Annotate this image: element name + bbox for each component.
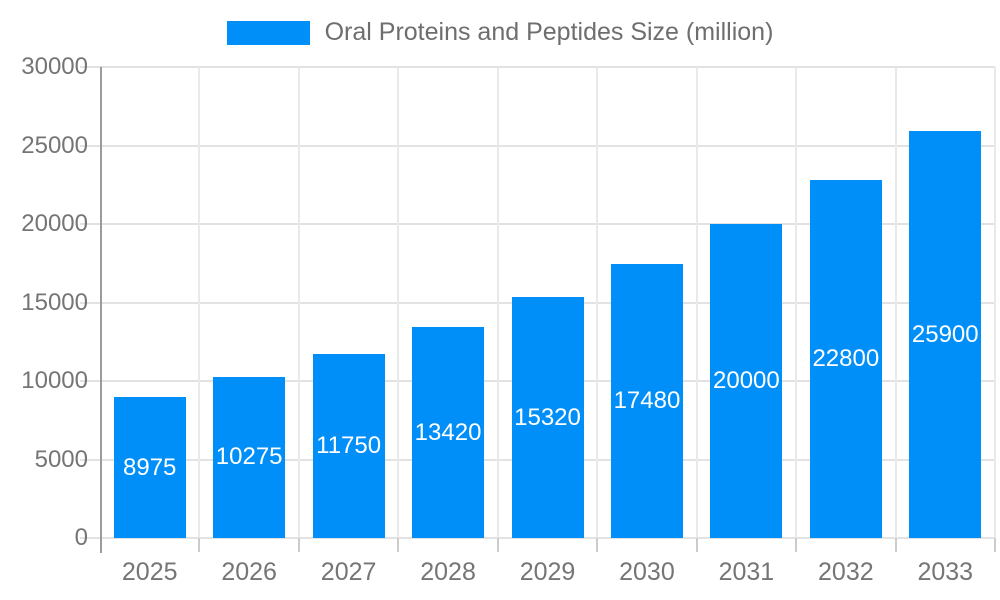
gridline-x-5 bbox=[596, 67, 599, 538]
bar-2030[interactable]: 17480 bbox=[610, 263, 683, 538]
x-axis-label-2025: 2025 bbox=[121, 558, 178, 586]
x-axis-label-2026: 2026 bbox=[221, 558, 277, 586]
x-axis-label-2033: 2033 bbox=[917, 558, 974, 586]
y-tick-30000 bbox=[80, 66, 100, 68]
gridline-x-9 bbox=[994, 67, 996, 538]
bar-value-label: 15320 bbox=[514, 403, 581, 431]
legend-item[interactable]: Oral Proteins and Peptides Size (million… bbox=[0, 18, 1000, 47]
y-axis-label: 30000 bbox=[21, 53, 88, 80]
x-axis-label-2027: 2027 bbox=[320, 558, 377, 586]
y-axis-label: 10000 bbox=[21, 367, 88, 394]
y-axis-label: 15000 bbox=[21, 288, 88, 316]
y-axis-label: 5000 bbox=[34, 445, 88, 473]
x-axis-label-2030: 2030 bbox=[619, 558, 675, 586]
gridline-x-3 bbox=[397, 67, 400, 538]
x-tick-4 bbox=[496, 538, 499, 552]
x-tick-6 bbox=[695, 538, 698, 552]
bar-value-label: 20000 bbox=[713, 367, 780, 394]
bar-2025[interactable]: 8975 bbox=[113, 397, 186, 538]
gridline-x-8 bbox=[894, 67, 897, 538]
bar-2028[interactable]: 13420 bbox=[412, 327, 485, 538]
x-tick-2 bbox=[297, 538, 300, 552]
x-axis-label-2031: 2031 bbox=[718, 558, 775, 586]
bar-value-label: 17480 bbox=[613, 386, 681, 414]
x-tick-8 bbox=[894, 538, 897, 552]
bar-2026[interactable]: 10275 bbox=[213, 376, 286, 538]
x-tick-1 bbox=[198, 538, 201, 552]
x-tick-9 bbox=[994, 538, 996, 552]
gridline-x-2 bbox=[297, 67, 300, 538]
x-axis-label-2032: 2032 bbox=[818, 558, 874, 586]
bar-value-label: 22800 bbox=[812, 345, 880, 373]
gridline-x-6 bbox=[695, 67, 698, 538]
bar-2027[interactable]: 11750 bbox=[312, 353, 385, 538]
y-axis-label: 0 bbox=[74, 524, 88, 551]
bar-2031[interactable]: 20000 bbox=[710, 224, 783, 538]
gridline-x-7 bbox=[795, 67, 798, 538]
bar-value-label: 11750 bbox=[316, 431, 382, 459]
y-axis-line bbox=[100, 67, 102, 553]
y-tick-5000 bbox=[80, 458, 100, 461]
gridline-y-30000 bbox=[100, 66, 995, 68]
y-tick-10000 bbox=[80, 380, 100, 382]
bar-2032[interactable]: 22800 bbox=[809, 180, 882, 538]
gridline-y-0 bbox=[100, 537, 995, 539]
legend-label: Oral Proteins and Peptides Size (million… bbox=[324, 18, 774, 46]
x-axis-label-2029: 2029 bbox=[519, 558, 576, 586]
y-tick-15000 bbox=[80, 301, 100, 304]
y-tick-0 bbox=[80, 537, 100, 539]
bar-value-label: 25900 bbox=[911, 320, 979, 348]
x-tick-5 bbox=[596, 538, 599, 552]
gridline-x-4 bbox=[496, 67, 499, 538]
bar-2033[interactable]: 25900 bbox=[909, 131, 982, 538]
y-tick-25000 bbox=[80, 144, 100, 147]
x-tick-3 bbox=[397, 538, 400, 552]
bar-value-label: 8975 bbox=[123, 453, 177, 481]
bar-2029[interactable]: 15320 bbox=[511, 297, 584, 538]
y-tick-20000 bbox=[80, 223, 100, 225]
x-tick-7 bbox=[795, 538, 798, 552]
legend-swatch bbox=[226, 20, 310, 45]
plot-area: 8975 10275 11750 13420 15320 17480 20000 22800 2… bbox=[100, 66, 996, 539]
bar-value-label: 10275 bbox=[215, 443, 283, 471]
gridline-y-25000 bbox=[100, 144, 995, 147]
bar-value-label: 13420 bbox=[414, 418, 482, 446]
y-axis-label: 20000 bbox=[21, 210, 88, 237]
y-axis-label: 25000 bbox=[21, 131, 88, 159]
gridline-y-20000 bbox=[100, 223, 995, 225]
x-axis-label-2028: 2028 bbox=[420, 558, 476, 586]
gridline-x-1 bbox=[198, 67, 201, 538]
